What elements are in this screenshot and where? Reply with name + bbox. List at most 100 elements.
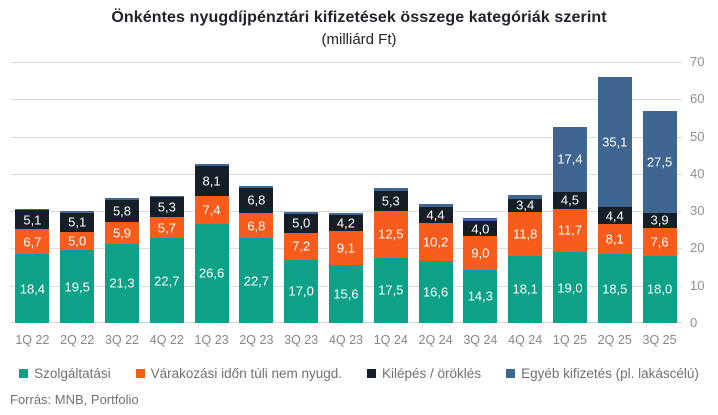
bar-cell: 27,5 3,9 7,6 18,0 [637, 62, 682, 323]
bar-value-label: 11,7 [557, 222, 583, 238]
bar-value-label: 15,6 [333, 286, 359, 302]
bar-value-label: 5,3 [381, 193, 400, 209]
legend-swatch [19, 369, 29, 378]
bar-segment [418, 203, 453, 207]
bar-2q-22: 5,1 5,0 19,5 [60, 211, 95, 323]
bar-segment: 4,0 [463, 221, 498, 237]
bar-value-label: 35,1 [602, 134, 628, 150]
bar-value-label: 4,0 [471, 221, 490, 237]
bar-segment: 17,5 [373, 257, 408, 323]
bar-cell: 5,3 5,7 22,7 [144, 62, 189, 323]
x-axis-label: 3Q 23 [284, 333, 319, 347]
legend-item: Egyéb kifizetés (pl. lakáscélú) [506, 366, 699, 381]
bar-value-label: 3,9 [650, 212, 669, 228]
bar-segment: 14,3 [463, 269, 498, 323]
x-axis-label: 4Q 24 [508, 333, 543, 347]
bar-value-label: 4,4 [605, 208, 624, 224]
y-axis-tick: 20 [690, 240, 705, 256]
bar-value-label: 4,4 [426, 207, 445, 223]
bar-cell: 5,1 5,0 19,5 [55, 62, 100, 323]
bar-segment: 4,5 [552, 191, 587, 209]
bar-segment [104, 198, 139, 200]
bar-cell: 4,4 10,2 16,6 [413, 62, 458, 323]
chart-subtitle: (milliárd Ft) [321, 31, 397, 48]
gridline [10, 211, 682, 213]
bar-segment: 35,1 [597, 76, 632, 208]
bar-segment [15, 208, 50, 211]
bar-value-label: 18,4 [19, 281, 46, 297]
bar-value-label: 21,3 [109, 275, 135, 291]
bar-segment: 27,5 [642, 110, 677, 214]
bar-2q-24: 4,4 10,2 16,6 [418, 203, 453, 323]
bar-value-label: 5,3 [157, 199, 176, 215]
bar-value-label: 5,9 [112, 225, 132, 241]
bar-value-label: 5,0 [292, 215, 311, 231]
bar-segment: 8,1 [194, 166, 229, 197]
bar-segment: 6,8 [239, 213, 274, 239]
bar-value-label: 3,4 [516, 197, 535, 213]
y-axis: 0 10 20 30 40 50 60 70 [688, 55, 716, 330]
source-note: Forrás: MNB, Portfolio [10, 392, 139, 407]
x-axis-label: 1Q 23 [194, 333, 229, 347]
legend-label: Szolgáltatási [34, 366, 111, 381]
bar-value-label: 19,0 [557, 280, 583, 296]
bar-value-label: 18,1 [512, 281, 538, 297]
bar-segment: 17,0 [284, 259, 319, 323]
x-axis: 1Q 22 2Q 22 3Q 22 4Q 22 1Q 23 2Q 23 3Q 23 4Q 23… [10, 333, 682, 347]
bar-value-label: 5,1 [68, 214, 87, 230]
bar-1q-24: 5,3 12,5 17,5 [373, 188, 408, 323]
legend-swatch [367, 369, 377, 378]
bar-value-label: 7,4 [202, 202, 221, 218]
y-axis-tick: 70 [690, 54, 705, 69]
bar-value-label: 27,5 [646, 154, 673, 170]
x-axis-label: 2Q 24 [418, 333, 453, 347]
gridline [10, 99, 682, 101]
bar-value-label: 5,8 [112, 203, 132, 219]
bar-value-label: 18,5 [602, 281, 628, 297]
bar-value-label: 6,7 [23, 234, 42, 250]
bar-4q-23: 4,2 9,1 15,6 [328, 213, 363, 323]
bar-segment: 18,0 [642, 255, 677, 323]
bar-value-label: 14,3 [467, 288, 494, 304]
x-axis-label: 2Q 25 [597, 333, 632, 347]
bar-segment: 12,5 [373, 211, 408, 258]
gridline [10, 136, 682, 138]
bar-cell: 5,0 7,2 17,0 [279, 62, 324, 323]
legend-swatch [135, 369, 145, 378]
bar-segment: 7,2 [284, 232, 319, 260]
bar-value-label: 9,0 [471, 245, 490, 261]
bar-3q-25: 27,5 3,9 7,6 18,0 [642, 110, 677, 323]
bar-segment [373, 188, 408, 192]
bar-value-label: 4,2 [336, 215, 355, 231]
bar-value-label: 11,8 [512, 226, 538, 242]
legend-item: Kilépés / öröklés [367, 366, 481, 381]
bar-cell: 4,2 9,1 15,6 [324, 62, 369, 323]
x-axis-label: 1Q 22 [15, 333, 50, 347]
bar-cell: 3,4 11,8 18,1 [503, 62, 548, 323]
bar-segment [508, 195, 543, 199]
bar-value-label: 7,6 [650, 234, 669, 250]
bar-segment: 19,5 [60, 250, 95, 323]
bar-segment: 18,1 [508, 255, 543, 323]
bar-segment [284, 212, 319, 215]
bar-segment: 16,6 [418, 261, 453, 323]
bar-cell: 17,4 4,5 11,7 19,0 [548, 62, 593, 323]
bar-value-label: 16,6 [422, 284, 449, 300]
bar-value-label: 9,1 [336, 240, 355, 256]
bar-value-label: 12,5 [378, 226, 404, 242]
bar-segment: 26,6 [194, 223, 229, 323]
y-axis-tick: 50 [690, 128, 705, 144]
bar-segment [60, 211, 95, 213]
bar-value-label: 6,8 [247, 218, 266, 234]
bar-3q-22: 5,8 5,9 21,3 [104, 198, 139, 323]
x-axis-label: 1Q 24 [373, 333, 408, 347]
bar-value-label: 5,7 [157, 220, 176, 236]
bar-cell: 35,1 4,4 8,1 18,5 [592, 62, 637, 323]
bar-segment: 11,7 [552, 208, 587, 253]
bar-segment: 5,9 [104, 221, 139, 244]
bar-segment: 7,6 [642, 227, 677, 256]
bar-segment: 6,7 [15, 229, 50, 255]
bar-3q-23: 5,0 7,2 17,0 [284, 212, 319, 323]
bar-1q-23: 8,1 7,4 26,6 [194, 164, 229, 323]
y-axis-tick: 0 [690, 315, 698, 330]
